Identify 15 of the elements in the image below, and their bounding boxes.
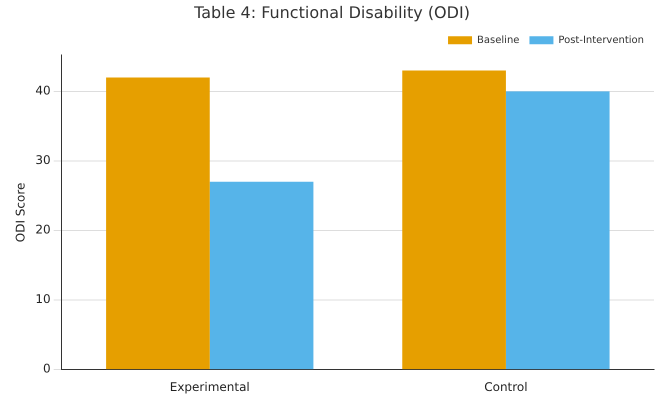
x-tick-label: Experimental xyxy=(170,380,250,394)
bar xyxy=(506,91,610,370)
y-tick-label: 0 xyxy=(43,362,51,376)
y-tick-label: 10 xyxy=(35,292,51,306)
y-axis-title: ODI Score xyxy=(13,182,28,242)
y-tick-label: 30 xyxy=(35,153,51,168)
bar xyxy=(106,77,210,370)
x-tick-label: Control xyxy=(484,380,528,394)
legend-label: Baseline xyxy=(477,34,520,46)
bar xyxy=(210,182,314,370)
y-tick-label: 40 xyxy=(35,83,51,98)
legend-label: Post-Intervention xyxy=(558,34,644,46)
y-tick-label: 20 xyxy=(35,222,51,237)
chart-title: Table 4: Functional Disability (ODI) xyxy=(193,2,470,22)
bar xyxy=(402,70,506,370)
